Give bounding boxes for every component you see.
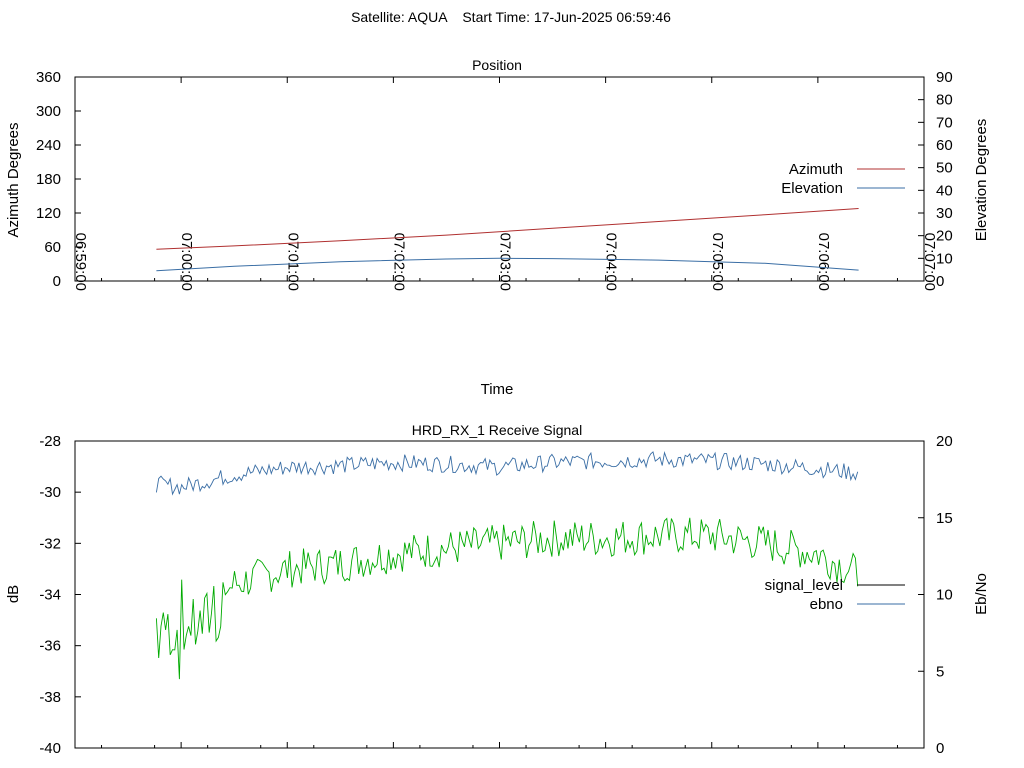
y-tick-label: 180 (36, 171, 61, 188)
y2-tick-label: 15 (936, 510, 953, 527)
legend-label-azimuth: Azimuth (789, 161, 843, 178)
y-tick-label: 300 (36, 103, 61, 120)
y-tick-label: 0 (53, 273, 61, 290)
legend-label-ebno: ebno (810, 596, 843, 613)
legend-label-signal_level: signal_level (765, 577, 843, 594)
y2-tick-label: 50 (936, 160, 953, 177)
page-title: Satellite: AQUA Start Time: 17-Jun-2025 … (351, 9, 671, 25)
x-tick-label: 07:01:00 (284, 233, 301, 291)
y-tick-label: -28 (39, 433, 61, 450)
y2-tick-label: 40 (936, 182, 953, 199)
y-tick-label: -32 (39, 535, 61, 552)
y-tick-label: 60 (44, 239, 61, 256)
y2-tick-label: 10 (936, 587, 953, 604)
y-tick-label: -36 (39, 638, 61, 655)
x-tick-label: 06:59:00 (72, 233, 89, 291)
receive-signal-chart: HRD_RX_1 Receive Signal dB Eb/No -40 -38 -… (5, 422, 990, 757)
ebno-axis-label: Eb/No (973, 573, 990, 615)
y2-tick-label: 0 (936, 740, 944, 757)
time-axis-label: Time (481, 381, 514, 398)
elevation-axis-label: Elevation Degrees (973, 119, 990, 242)
ebno-series-line (156, 452, 857, 494)
db-axis-label: dB (5, 585, 22, 603)
x-tick-label: 07:07:00 (921, 233, 938, 291)
x-tick-label: 07:02:00 (390, 233, 407, 291)
azimuth-axis-label: Azimuth Degrees (5, 122, 22, 237)
x-tick-label: 07:03:00 (497, 233, 514, 291)
chart-canvas: Satellite: AQUA Start Time: 17-Jun-2025 … (0, 0, 1024, 768)
y-tick-label: -40 (39, 740, 61, 757)
y2-tick-label: 90 (936, 69, 953, 86)
y-tick-label: 240 (36, 137, 61, 154)
y2-tick-label: 60 (936, 137, 953, 154)
x-tick-label: 07:00:00 (178, 233, 195, 291)
x-tick-label: 07:04:00 (603, 233, 620, 291)
y2-tick-label: 5 (936, 663, 944, 680)
y-tick-label: 360 (36, 69, 61, 86)
position-chart: Position Azimuth Degrees Elevation Degre… (5, 57, 990, 398)
receive-signal-chart-title: HRD_RX_1 Receive Signal (412, 422, 582, 438)
position-chart-title: Position (472, 57, 522, 73)
y2-tick-label: 70 (936, 114, 953, 131)
y-tick-label: 120 (36, 205, 61, 222)
signal_level-series-line (156, 518, 857, 679)
y-tick-label: -34 (39, 587, 61, 604)
y-tick-label: -30 (39, 484, 61, 501)
legend-label-elevation: Elevation (781, 180, 843, 197)
y2-tick-label: 30 (936, 205, 953, 222)
x-tick-label: 07:06:00 (815, 233, 832, 291)
y-tick-label: -38 (39, 689, 61, 706)
y2-tick-label: 80 (936, 92, 953, 109)
y2-tick-label: 20 (936, 433, 953, 450)
